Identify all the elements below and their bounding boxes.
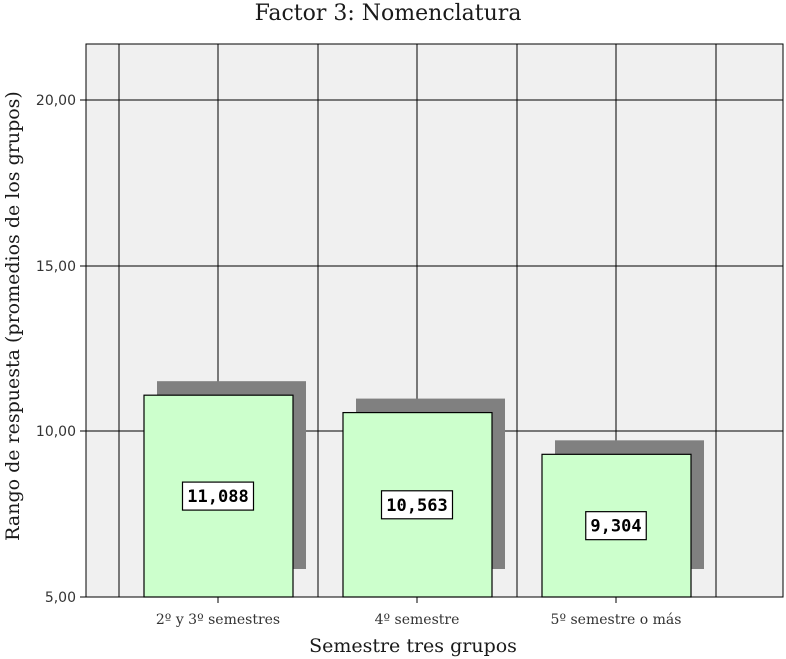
data-label-box [585, 511, 647, 541]
data-label: 11,088 [187, 487, 248, 507]
x-tick-label: 2º y 3º semestres [156, 612, 280, 628]
data-label-box [380, 490, 454, 520]
y-tick-label: 15,00 [36, 259, 76, 275]
y-tick-label: 20,00 [36, 93, 76, 109]
chart-title: Factor 3: Nomenclatura [255, 1, 522, 26]
x-axis-ticks: 2º y 3º semestres 4º semestre 5º semestre … [156, 597, 682, 628]
y-tick-label: 10,00 [36, 424, 76, 440]
x-axis-label: Semestre tres grupos [309, 635, 517, 657]
x-tick-label: 4º semestre [375, 612, 460, 628]
data-label-box [181, 481, 255, 511]
data-label: 9,304 [590, 517, 641, 537]
data-label: 10,563 [386, 496, 447, 516]
x-tick-label: 5º semestre o más [551, 612, 682, 628]
bars: 11,088 10,563 9,304 [143, 381, 704, 598]
y-axis-label: Rango de respuesta (promedios de los gru… [2, 91, 24, 541]
y-tick-label: 5,00 [45, 590, 76, 606]
y-axis-ticks: 5,00 10,00 15,00 20,00 [36, 93, 86, 606]
